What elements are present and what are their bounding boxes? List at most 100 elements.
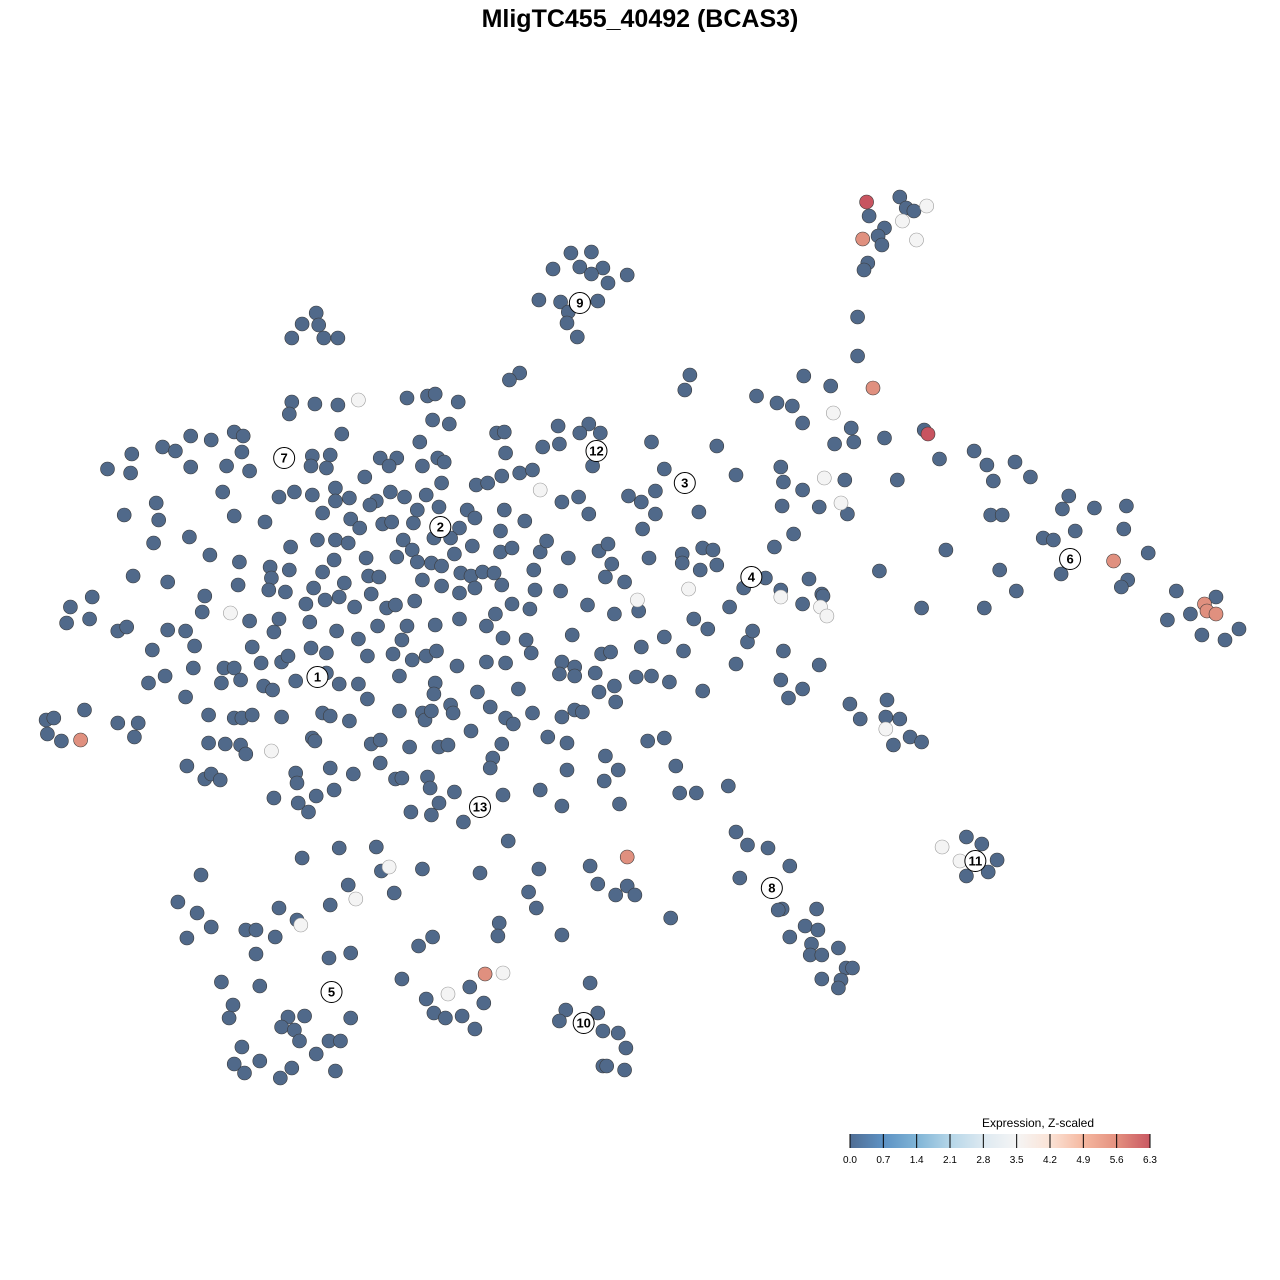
data-point [770, 902, 786, 918]
data-point [781, 690, 796, 706]
data-point [278, 584, 293, 600]
data-point [402, 739, 417, 755]
data-point [845, 960, 860, 976]
data-point [46, 710, 62, 726]
data-point [877, 430, 892, 446]
data-point [814, 971, 830, 987]
data-point [722, 599, 737, 615]
data-point [319, 645, 334, 661]
data-point [511, 681, 526, 697]
data-point [590, 293, 606, 309]
data-point [554, 494, 570, 510]
data-point [331, 840, 347, 856]
data-point [523, 645, 539, 661]
data-point [498, 445, 513, 461]
data-point [974, 836, 990, 852]
data-point [214, 974, 229, 990]
data-point [554, 654, 570, 670]
data-point [59, 615, 74, 631]
data-point [125, 568, 141, 584]
data-point [178, 623, 193, 639]
data-point [274, 1019, 289, 1035]
legend-tick-label: 0.0 [843, 1155, 857, 1166]
data-point [500, 833, 516, 849]
data-point [590, 1005, 606, 1021]
data-point [691, 504, 707, 520]
data-point [831, 940, 846, 956]
data-point [1160, 612, 1175, 628]
data-point [322, 897, 338, 913]
data-point [307, 396, 323, 412]
data-point [810, 922, 826, 938]
data-point [440, 737, 456, 753]
data-point [315, 505, 330, 521]
data-point [329, 623, 344, 639]
data-point [859, 194, 874, 210]
data-point [333, 1033, 348, 1049]
data-point [554, 709, 570, 725]
data-point [123, 465, 138, 481]
legend-tick-label: 5.6 [1110, 1155, 1124, 1166]
data-point [607, 606, 622, 622]
data-point [271, 489, 287, 505]
data-point [434, 475, 449, 491]
data-point [811, 657, 827, 673]
legend-title: Expression, Z-scaled [982, 1116, 1094, 1130]
cluster-label-text: 13 [473, 800, 487, 815]
data-point [186, 660, 201, 676]
data-point [1067, 523, 1083, 539]
data-point [454, 1008, 470, 1024]
data-point [395, 532, 411, 548]
data-point [773, 589, 789, 605]
data-point [559, 315, 575, 331]
data-point [308, 305, 324, 321]
data-point [328, 480, 343, 496]
data-point [596, 773, 612, 789]
data-point [170, 894, 186, 910]
cluster-label-badge [740, 566, 763, 588]
data-point [728, 467, 744, 483]
data-point [633, 639, 649, 655]
cluster-label-text: 3 [681, 476, 688, 491]
data-point [130, 715, 146, 731]
data-point [157, 668, 173, 684]
data-point [674, 555, 690, 571]
data-point [760, 840, 776, 856]
data-point [840, 506, 855, 522]
data-point [77, 702, 92, 718]
data-point [271, 900, 287, 916]
data-point [438, 1010, 453, 1026]
data-point [265, 682, 280, 698]
data-point [409, 502, 425, 518]
data-point [612, 796, 627, 812]
data-point [257, 514, 273, 530]
data-point [284, 394, 300, 410]
cluster-label-badge [760, 877, 783, 899]
data-point [219, 458, 234, 474]
data-point [595, 1023, 611, 1039]
data-point [490, 928, 506, 944]
data-point [281, 562, 297, 578]
data-point [494, 577, 510, 593]
data-point [618, 1040, 634, 1056]
data-point [504, 596, 520, 612]
data-point [496, 424, 512, 440]
data-point [232, 554, 247, 570]
data-point [415, 572, 430, 588]
data-point [331, 589, 347, 605]
data-point [345, 766, 361, 782]
cluster-label-badge [429, 516, 452, 538]
data-point [482, 699, 498, 715]
data-point [1208, 589, 1224, 605]
data-point [488, 606, 503, 622]
data-point [151, 512, 166, 528]
data-point [572, 259, 588, 275]
data-point [564, 627, 580, 643]
data-point [906, 203, 922, 219]
data-point [705, 542, 721, 558]
data-point [237, 1065, 252, 1081]
data-point [330, 330, 346, 346]
data-point [386, 885, 402, 901]
cluster-label-badge [273, 447, 296, 469]
data-point [740, 837, 755, 853]
